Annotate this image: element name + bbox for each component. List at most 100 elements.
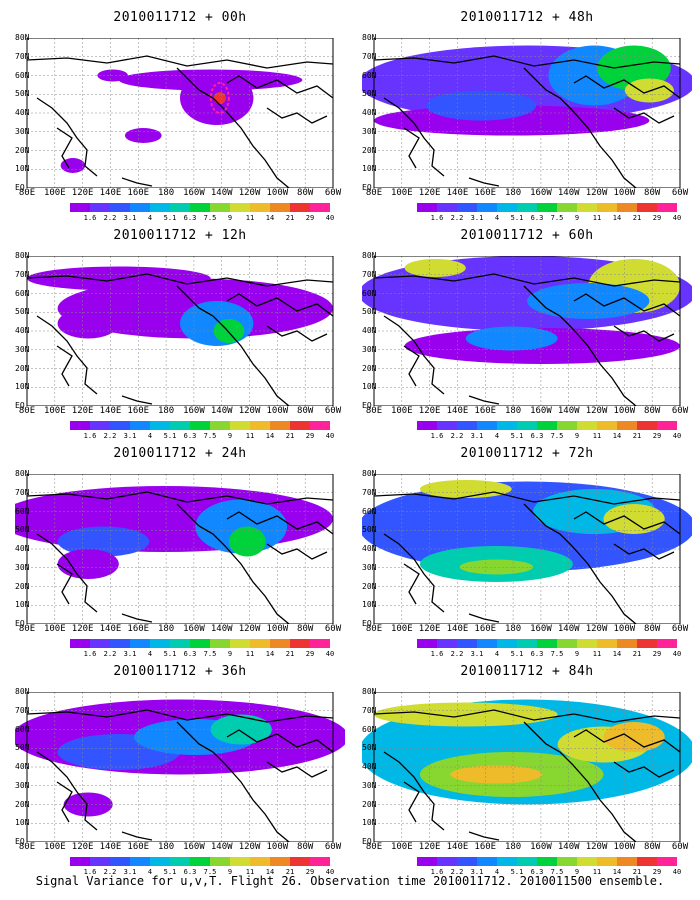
colorbar-swatch [537,639,557,648]
colorbar-label: 14 [265,432,275,440]
x-tick-label: 80W [644,624,661,634]
coastline [373,491,681,505]
colorbar-label: 6.3 [530,868,544,876]
x-tick-label: 120W [585,188,608,198]
colorbar-label: 14 [612,432,622,440]
colorbar-label: 11 [592,214,602,222]
y-tick-label: 60N [362,506,377,516]
contour-region [450,765,543,784]
contour-region [419,480,512,498]
colorbar-swatch [637,639,657,648]
colorbar-swatch [290,857,310,866]
coastline [36,315,98,395]
x-tick-label: 160W [530,406,552,416]
colorbar-swatch [230,203,250,212]
colorbar-swatch [637,857,657,866]
colorbar-swatch [617,639,637,648]
y-tick-label: 70N [362,705,377,715]
colorbar-label: 5.1 [510,868,524,876]
colorbar-swatch [150,203,170,212]
colorbar-swatch [290,421,310,430]
x-tick-label: 160W [183,624,205,634]
y-tick-label: 20N [362,799,377,809]
variance-contours [60,69,303,173]
variance-contours [362,480,692,582]
colorbar-swatch [290,203,310,212]
y-tick-label: EQ [362,837,372,846]
colorbar [70,639,330,648]
colorbar-swatch [110,421,130,430]
y-tick-label: 30N [362,562,377,572]
coastline [383,533,445,613]
colorbar-label: 3.1 [470,650,484,658]
y-tick-label: 20N [15,581,30,591]
panel-title: 2010011712 + 60h [460,228,594,243]
x-tick-label: 60W [671,188,689,198]
colorbar-swatch [110,203,130,212]
x-tick-label: 120E [71,842,94,852]
coastline [121,177,153,187]
coastline [56,127,73,169]
x-tick-label: 120W [585,624,608,634]
y-tick-label: 50N [15,89,30,99]
colorbar-label: 1.6 [83,868,97,876]
colorbar-label: 3.1 [123,868,137,876]
coastline [383,97,445,177]
colorbar-swatch [617,857,637,866]
variance-contours [362,699,692,805]
coastline [56,781,73,823]
plot-border [26,38,334,188]
x-tick-label: 80W [297,188,314,198]
map-plot [15,474,334,624]
y-tick-label: 10N [362,600,377,610]
colorbar-swatch [250,421,270,430]
colorbar-label: 1.6 [430,868,444,876]
x-tick-label: 180 [157,406,175,416]
colorbar-swatch [477,203,497,212]
coastline [573,75,681,99]
colorbar [70,857,330,866]
x-tick-label: 140E [99,406,122,416]
coastline [373,273,681,287]
y-tick-label: 20N [15,145,30,155]
y-tick-label: 70N [15,487,30,497]
x-tick-label: 80W [297,406,314,416]
colorbar-label: 9 [227,650,233,658]
colorbar-label: 3.1 [123,650,137,658]
colorbar-swatch [637,203,657,212]
colorbar-label: 3.1 [123,432,137,440]
coastline [226,293,334,317]
colorbar-swatch [557,857,577,866]
coastline [36,533,98,613]
colorbar-swatch [537,421,557,430]
x-axis: 80E 100E 120E 140E 160E 180 160W 140W 120W 100W 80… [15,188,345,200]
colorbar-swatch [437,203,457,212]
x-tick-label: 120E [71,624,94,634]
x-tick-label: 60W [324,188,342,198]
coastline [613,761,675,778]
colorbar-label: 7.5 [550,868,564,876]
colorbar-label: 9 [227,432,233,440]
colorbar-label: 1.6 [430,432,444,440]
x-tick-label: 140W [210,624,233,634]
coastline [26,273,334,287]
y-tick-label: 60N [362,70,377,80]
colorbar-swatch [170,639,190,648]
y-tick-label: 70N [362,487,377,497]
coastline [403,563,420,605]
y-tick-label: EQ [362,401,372,410]
x-tick-label: 160W [530,188,552,198]
y-tick-label: 40N [362,762,377,771]
variance-contours [15,486,333,579]
colorbar-swatch [110,857,130,866]
coastline [121,613,153,623]
y-tick-label: 10N [15,382,30,392]
x-tick-label: 140W [210,406,233,416]
map-frame [362,38,692,188]
x-tick-label: 120E [418,842,441,852]
plot-border [373,692,681,842]
coastline [523,503,637,624]
colorbar-labels: 1.6 2.2 3.1 4 5.1 6.3 7.5 9 11 14 21 29 40 [417,214,682,223]
coastline [383,315,445,395]
x-tick-label: 100W [266,842,289,852]
